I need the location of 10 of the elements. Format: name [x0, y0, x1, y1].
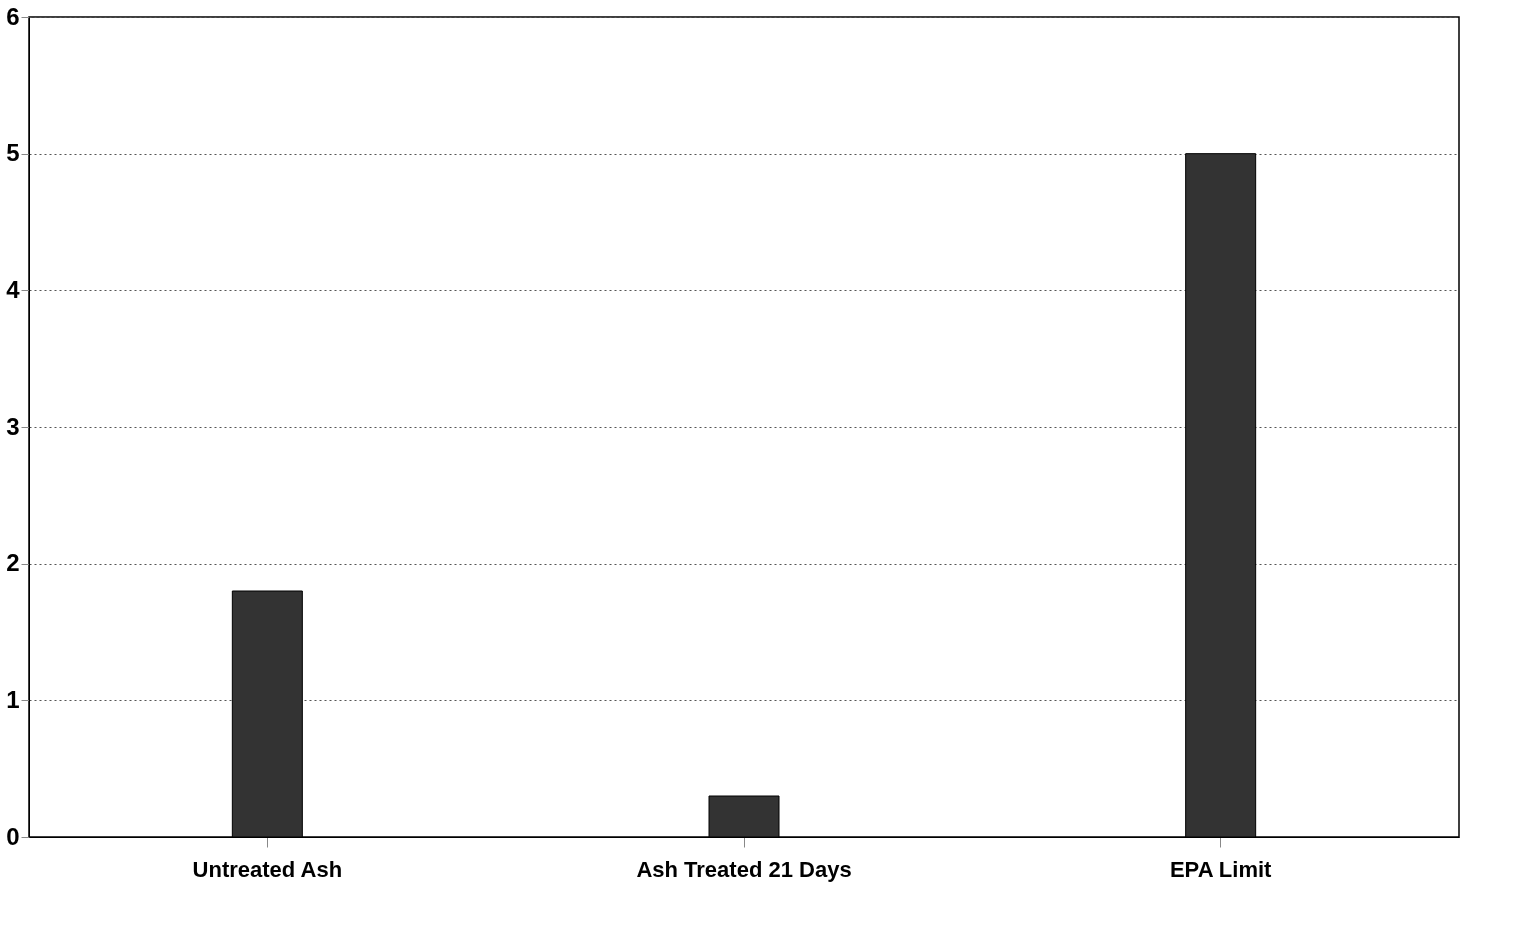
y-tick-label: 6	[6, 2, 20, 30]
y-tick-label: 2	[6, 549, 20, 577]
y-tick-label: 4	[6, 275, 21, 303]
y-tick-label: 5	[6, 139, 20, 167]
y-tick-label: 0	[6, 822, 20, 850]
x-tick-label: EPA Limit	[1169, 856, 1273, 882]
x-tick-label: Ash Treated 21 Days	[636, 856, 852, 882]
y-tick-label: 1	[6, 685, 20, 713]
x-tick-label: Untreated Ash	[192, 856, 343, 882]
y-tick-label: 3	[6, 412, 20, 440]
